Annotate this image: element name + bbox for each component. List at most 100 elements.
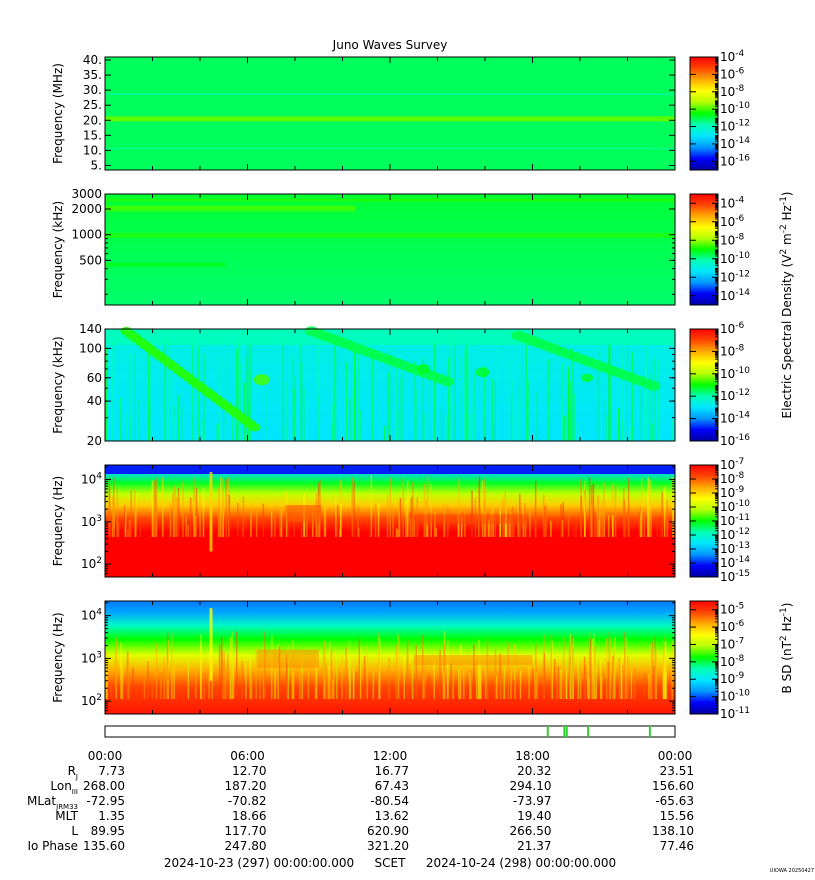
time-tick-3: 18:00 bbox=[515, 749, 550, 763]
ephemeris-value-1-2: 67.43 bbox=[375, 779, 409, 793]
spectrogram-p5 bbox=[105, 601, 675, 714]
ytick-label-p3-3: 40 bbox=[87, 394, 102, 408]
colorbar-tick-p4-3: 10-10 bbox=[720, 499, 750, 514]
colorbar-p2: 10-4 10-6 10-8 10-10 10-12 10-14 bbox=[689, 193, 750, 306]
ephemeris-value-0-1: 12.70 bbox=[232, 764, 266, 778]
ephemeris-value-2-0: -72.95 bbox=[86, 794, 125, 808]
ephemeris-value-3-1: 18.66 bbox=[232, 809, 266, 823]
colorbar-tick-p2-4: 10-12 bbox=[720, 269, 750, 284]
mode-mark-1 bbox=[563, 726, 566, 737]
ytick-label-p1-6: 10. bbox=[83, 143, 102, 157]
panel-p1: 40.35.30.25.20.15.10.5. Frequency (MHz) 10… bbox=[51, 49, 750, 172]
colorbar-tick-p3-2: 10-10 bbox=[720, 366, 750, 381]
colorbar-tick-p3-3: 10-12 bbox=[720, 388, 750, 403]
time-tick-0: 00:00 bbox=[88, 749, 123, 763]
mode-mark-0 bbox=[546, 726, 549, 737]
colorbar-tick-p5-2: 10-7 bbox=[720, 636, 744, 651]
ytick-label-p4-2: 102 bbox=[81, 556, 102, 571]
ephemeris-value-5-2: 321.20 bbox=[367, 839, 409, 853]
colorbar-tick-p3-0: 10-6 bbox=[720, 321, 745, 336]
mode-mark-3 bbox=[587, 726, 590, 737]
colorbar-tick-p1-4: 10-12 bbox=[720, 119, 750, 134]
ephemeris-value-5-4: 77.46 bbox=[660, 839, 694, 853]
ephemeris-label-5: Io Phase bbox=[27, 839, 78, 853]
colorbar-p1: 10-4 10-6 10-8 10-10 10-12 10-14 10-16 bbox=[689, 49, 750, 171]
ephemeris-value-4-1: 117.70 bbox=[225, 824, 267, 838]
colorbar-tick-p2-1: 10-6 bbox=[720, 214, 745, 229]
ephemeris-value-1-0: 268.00 bbox=[83, 779, 125, 793]
ytick-label-p5-1: 103 bbox=[81, 650, 102, 665]
ephemeris-value-0-4: 23.51 bbox=[660, 764, 694, 778]
spectrogram-panels: 40.35.30.25.20.15.10.5. Frequency (MHz) 10… bbox=[51, 49, 750, 721]
ephemeris-value-3-3: 19.40 bbox=[517, 809, 551, 823]
chart-title: Juno Waves Survey bbox=[332, 38, 448, 52]
colorbar-tick-p3-4: 10-14 bbox=[720, 411, 750, 426]
colorbar-tick-p3-5: 10-16 bbox=[720, 433, 750, 448]
ytick-label-p1-2: 30. bbox=[83, 83, 102, 97]
colorbar-label-electric: Electric Spectral Density (V2 m-2 Hz-1) bbox=[779, 191, 794, 418]
ephemeris-label-2: MLatJRM33 bbox=[27, 794, 78, 811]
time-end-label: 2024-10-24 (298) 00:00:00.000 bbox=[426, 856, 616, 870]
ytick-label-p1-3: 25. bbox=[83, 98, 102, 112]
ytick-label-p3-4: 20 bbox=[87, 434, 102, 448]
ephemeris-value-3-0: 1.35 bbox=[98, 809, 125, 823]
credit-label: UIOWA 20250427 bbox=[770, 868, 814, 874]
ytick-label-p3-1: 100 bbox=[79, 341, 102, 355]
ytick-label-p4-0: 104 bbox=[81, 472, 102, 487]
ephemeris-value-4-4: 138.10 bbox=[652, 824, 694, 838]
colorbar-tick-p4-5: 10-12 bbox=[720, 527, 750, 542]
spectrogram-p3 bbox=[105, 326, 675, 441]
ytick-label-p2-1: 2000 bbox=[71, 202, 102, 216]
ytick-label-p2-3: 500 bbox=[79, 253, 102, 267]
ytick-label-p2-0: 3000 bbox=[71, 187, 102, 201]
colorbar-tick-p4-0: 10-7 bbox=[720, 457, 744, 472]
ephemeris-value-3-4: 15.56 bbox=[660, 809, 694, 823]
ytick-label-p5-2: 102 bbox=[81, 693, 102, 708]
ephemeris-value-1-1: 187.20 bbox=[225, 779, 267, 793]
colorbar-tick-p5-6: 10-11 bbox=[720, 706, 750, 721]
colorbar-tick-p4-6: 10-13 bbox=[720, 541, 750, 556]
ytick-label-p1-4: 20. bbox=[83, 113, 102, 127]
colorbar-tick-p2-3: 10-10 bbox=[720, 251, 750, 266]
ephemeris-label-3: MLT bbox=[55, 809, 78, 823]
ytick-label-p3-0: 140 bbox=[79, 322, 102, 336]
time-axis: 00:00 06:00 12:00 18:00 00:00 bbox=[88, 749, 693, 763]
mode-mark-2 bbox=[565, 726, 568, 737]
ephemeris-label-0: RJ bbox=[68, 764, 78, 781]
ylabel-p4: Frequency (Hz) bbox=[51, 476, 65, 567]
ephemeris-value-0-2: 16.77 bbox=[375, 764, 409, 778]
colorbar-tick-p2-5: 10-14 bbox=[720, 288, 750, 303]
ytick-label-p3-2: 60 bbox=[87, 371, 102, 385]
colorbar-tick-p1-1: 10-6 bbox=[720, 66, 745, 81]
ylabel-p3: Frequency (kHz) bbox=[51, 336, 65, 433]
ephemeris-value-5-1: 247.80 bbox=[225, 839, 267, 853]
mode-strip bbox=[104, 725, 676, 738]
colorbar-tick-p4-1: 10-8 bbox=[720, 471, 745, 486]
ephemeris-value-4-0: 89.95 bbox=[91, 824, 125, 838]
ephemeris-value-2-4: -65.63 bbox=[655, 794, 694, 808]
ephemeris-value-3-2: 13.62 bbox=[375, 809, 409, 823]
panel-p3: 140 100 60 40 20 Frequency (kHz) 10-6 10-8 10-10… bbox=[51, 321, 750, 448]
colorbar-tick-p1-0: 10-4 bbox=[720, 49, 745, 64]
colorbar-tick-p5-5: 10-10 bbox=[720, 689, 750, 704]
colorbar-tick-p1-2: 10-8 bbox=[720, 84, 745, 99]
colorbar-label-magnetic: B SD (nT2 Hz-1) bbox=[779, 603, 794, 694]
ytick-label-p2-2: 1000 bbox=[71, 228, 102, 242]
ephemeris-label-4: L bbox=[71, 824, 78, 838]
ytick-label-p1-1: 35. bbox=[83, 68, 102, 82]
ytick-label-p4-1: 103 bbox=[81, 514, 102, 529]
ylabel-p5: Frequency (Hz) bbox=[51, 612, 65, 703]
colorbar-tick-p1-3: 10-10 bbox=[720, 101, 750, 116]
ephemeris-value-2-1: -70.82 bbox=[228, 794, 267, 808]
colorbar-p3: 10-6 10-8 10-10 10-12 10-14 10-16 bbox=[689, 321, 750, 448]
colorbar-tick-p4-8: 10-15 bbox=[720, 569, 750, 584]
ylabel-p2: Frequency (kHz) bbox=[51, 201, 65, 298]
colorbar-tick-p1-5: 10-14 bbox=[720, 136, 750, 151]
ephemeris-value-4-3: 266.50 bbox=[510, 824, 552, 838]
ytick-label-p1-5: 15. bbox=[83, 128, 102, 142]
ephemeris-value-1-3: 294.10 bbox=[510, 779, 552, 793]
colorbar-labels: Electric Spectral Density (V2 m-2 Hz-1) B… bbox=[779, 191, 794, 693]
colorbar-tick-p4-4: 10-11 bbox=[720, 513, 750, 528]
